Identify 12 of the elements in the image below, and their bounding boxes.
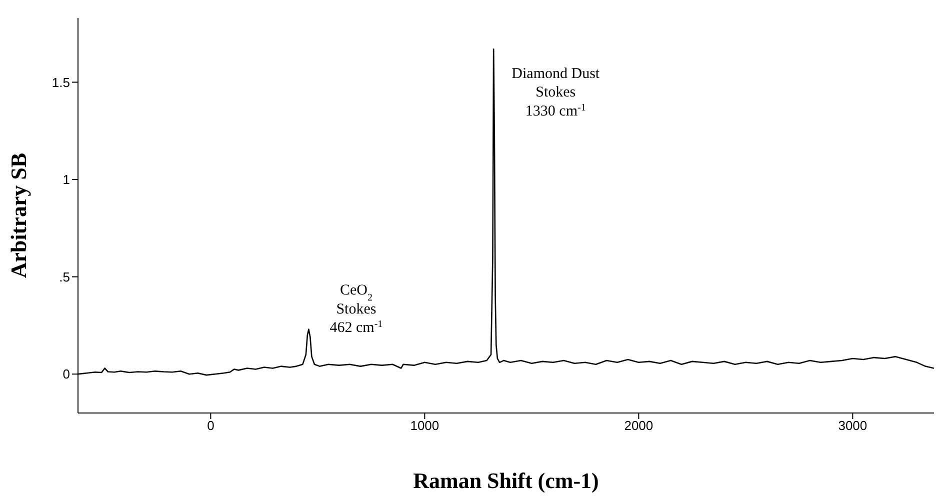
x-tick-label: 2000 [624,418,654,434]
annotation: CeO$_{2}$ Stokes 462 cm$^{-1}$ [330,282,383,336]
y-tick-label: 1.5 [52,74,70,90]
y-tick-label: 1 [62,172,70,188]
y-tick-label: 0 [62,366,70,382]
annotation: Diamond Dust Stokes 1330 cm$^{-1}$ [512,66,600,120]
x-tick-label: 1000 [410,418,440,434]
x-tick-label: 0 [207,418,214,434]
y-axis-title: Arbitrary SB [6,152,31,278]
x-axis-title: Raman Shift (cm-1) [413,468,599,493]
x-tick-label: 3000 [838,418,868,434]
y-tick-label: .5 [59,269,70,284]
